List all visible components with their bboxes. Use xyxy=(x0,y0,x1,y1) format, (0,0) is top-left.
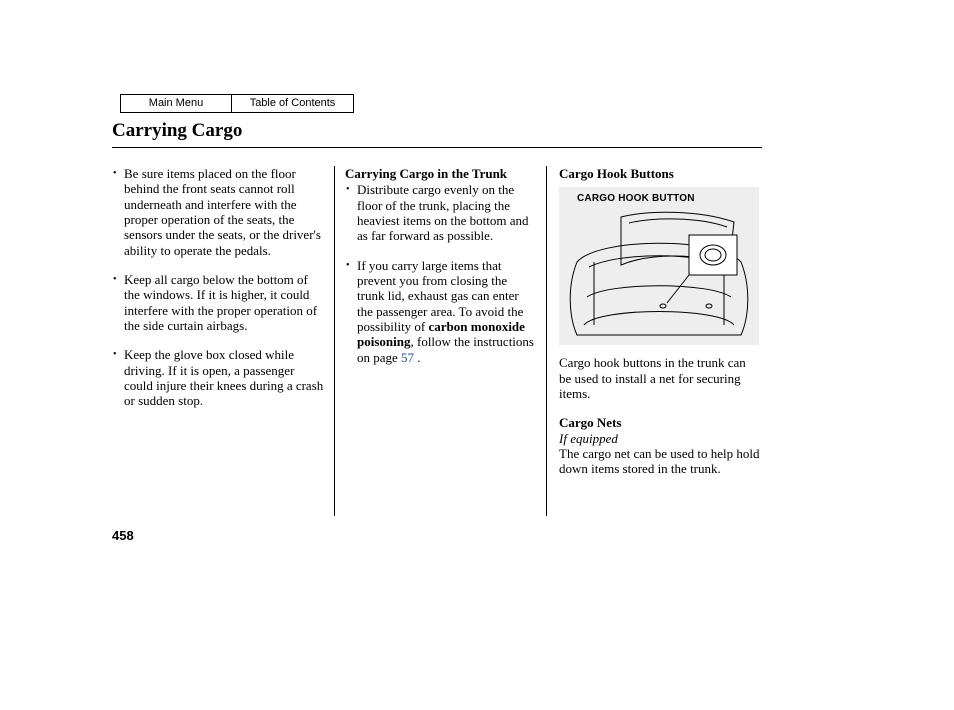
main-menu-button[interactable]: Main Menu xyxy=(120,94,232,113)
title-underline xyxy=(112,147,762,148)
page-number: 458 xyxy=(112,528,134,543)
content-columns: Be sure items placed on the floor behind… xyxy=(112,166,772,516)
cargo-hook-figure: CARGO HOOK BUTTON xyxy=(559,187,759,345)
paragraph: Cargo hook buttons in the trunk can be u… xyxy=(559,355,760,401)
column-1: Be sure items placed on the floor behind… xyxy=(112,166,334,516)
column-1-list: Be sure items placed on the floor behind… xyxy=(112,166,324,409)
paragraph: The cargo net can be used to help hold d… xyxy=(559,446,760,477)
page-title: Carrying Cargo xyxy=(112,120,242,142)
column-3: Cargo Hook Buttons CARGO HOOK BUTTON xyxy=(546,166,770,516)
equipment-note: If equipped xyxy=(559,431,760,446)
nav-bar: Main Menu Table of Contents xyxy=(120,94,354,113)
column-3-heading-2: Cargo Nets xyxy=(559,415,760,430)
list-item: Keep the glove box closed while driving.… xyxy=(112,347,324,408)
column-2-list: Distribute cargo evenly on the floor of … xyxy=(345,182,536,365)
list-item: Be sure items placed on the floor behind… xyxy=(112,166,324,258)
trunk-illustration xyxy=(559,207,759,345)
manual-page: Main Menu Table of Contents Carrying Car… xyxy=(0,0,954,710)
column-2-heading: Carrying Cargo in the Trunk xyxy=(345,166,536,181)
figure-caption: CARGO HOOK BUTTON xyxy=(577,193,695,205)
list-item: If you carry large items that prevent yo… xyxy=(345,258,536,365)
text-span: . xyxy=(414,350,421,365)
table-of-contents-button[interactable]: Table of Contents xyxy=(232,94,354,113)
list-item: Keep all cargo below the bottom of the w… xyxy=(112,272,324,333)
list-item: Distribute cargo evenly on the floor of … xyxy=(345,182,536,243)
page-reference-link[interactable]: 57 xyxy=(401,350,414,365)
column-2: Carrying Cargo in the Trunk Distribute c… xyxy=(334,166,546,516)
column-3-heading-1: Cargo Hook Buttons xyxy=(559,166,760,181)
